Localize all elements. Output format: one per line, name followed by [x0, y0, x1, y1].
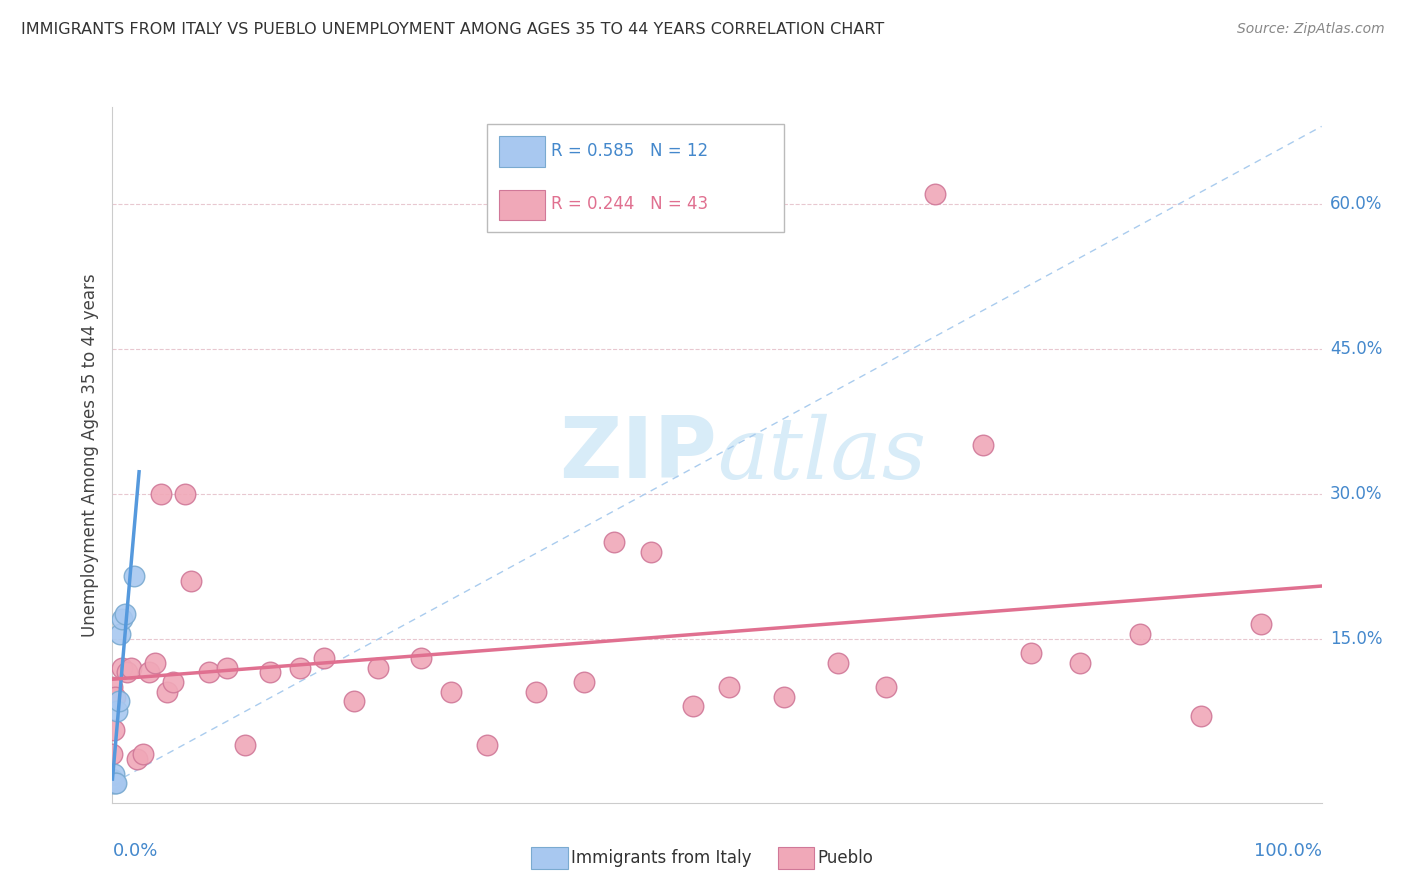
Point — [101, 680, 124, 694]
Point — [409, 651, 432, 665]
Text: 60.0%: 60.0% — [1330, 194, 1382, 212]
Point — [640, 544, 662, 558]
Point — [101, 747, 124, 762]
Text: 100.0%: 100.0% — [1254, 842, 1322, 860]
Point — [107, 694, 129, 708]
Text: Immigrants from Italy: Immigrants from Italy — [571, 849, 751, 867]
Point — [111, 660, 134, 674]
Point — [972, 438, 994, 452]
Point — [772, 690, 794, 704]
Point — [180, 574, 202, 588]
Point — [217, 660, 239, 674]
Text: 45.0%: 45.0% — [1330, 340, 1382, 358]
Text: Source: ZipAtlas.com: Source: ZipAtlas.com — [1237, 22, 1385, 37]
Point — [125, 752, 148, 766]
Point — [143, 656, 166, 670]
Text: 15.0%: 15.0% — [1330, 630, 1382, 648]
Point — [477, 738, 499, 752]
Point — [132, 747, 155, 762]
Point — [174, 486, 197, 500]
Text: 30.0%: 30.0% — [1330, 484, 1382, 502]
Point — [1189, 708, 1212, 723]
Point — [1250, 617, 1272, 632]
Point — [149, 486, 172, 500]
Point — [120, 660, 142, 674]
Point — [603, 534, 626, 549]
Point — [343, 694, 366, 708]
Point — [104, 690, 127, 704]
Point — [105, 776, 128, 790]
Point — [156, 684, 179, 698]
Point — [115, 665, 138, 680]
Y-axis label: Unemployment Among Ages 35 to 44 years: Unemployment Among Ages 35 to 44 years — [80, 273, 98, 637]
Point — [524, 684, 547, 698]
Point — [103, 723, 125, 738]
Point — [718, 680, 741, 694]
Text: Pueblo: Pueblo — [817, 849, 873, 867]
Point — [105, 704, 128, 718]
Point — [259, 665, 281, 680]
Point — [682, 699, 704, 714]
Point — [1021, 646, 1043, 660]
Point — [827, 656, 849, 670]
Point — [103, 773, 125, 788]
Point — [114, 607, 136, 622]
Point — [108, 626, 131, 640]
Text: IMMIGRANTS FROM ITALY VS PUEBLO UNEMPLOYMENT AMONG AGES 35 TO 44 YEARS CORRELATI: IMMIGRANTS FROM ITALY VS PUEBLO UNEMPLOY… — [21, 22, 884, 37]
Point — [101, 776, 124, 790]
Point — [440, 684, 463, 698]
Point — [104, 776, 127, 790]
FancyBboxPatch shape — [499, 136, 546, 167]
Text: R = 0.585   N = 12: R = 0.585 N = 12 — [551, 142, 709, 160]
Point — [572, 675, 595, 690]
Point — [875, 680, 897, 694]
Point — [101, 772, 124, 786]
Point — [138, 665, 160, 680]
Point — [235, 738, 257, 752]
Text: 0.0%: 0.0% — [112, 842, 157, 860]
Point — [111, 612, 134, 626]
FancyBboxPatch shape — [499, 190, 546, 220]
Point — [122, 568, 145, 582]
Point — [924, 187, 946, 202]
Point — [312, 651, 335, 665]
FancyBboxPatch shape — [488, 124, 783, 232]
Point — [198, 665, 221, 680]
Text: R = 0.244   N = 43: R = 0.244 N = 43 — [551, 195, 709, 213]
Point — [1129, 626, 1152, 640]
Point — [367, 660, 389, 674]
Point — [1069, 656, 1091, 670]
Point — [288, 660, 311, 674]
Text: ZIP: ZIP — [560, 413, 717, 497]
Text: atlas: atlas — [717, 414, 927, 496]
Point — [162, 675, 184, 690]
Point — [103, 766, 125, 781]
